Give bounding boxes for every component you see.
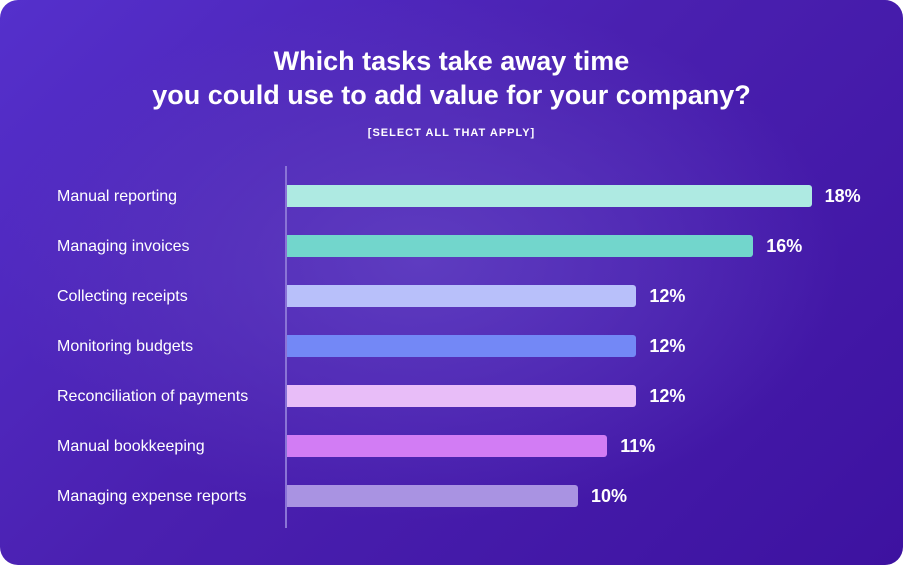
bar <box>287 485 578 507</box>
category-label: Manual bookkeeping <box>57 438 205 455</box>
category-label: Monitoring budgets <box>57 338 194 355</box>
value-label: 12% <box>649 286 686 306</box>
value-label: 18% <box>824 186 861 206</box>
category-label: Manual reporting <box>57 188 178 205</box>
value-label: 10% <box>591 486 628 506</box>
value-label: 16% <box>766 236 803 256</box>
bar <box>287 335 637 357</box>
y-axis-line <box>285 166 287 528</box>
chart-subtitle: [SELECT ALL THAT APPLY] <box>367 127 536 139</box>
chart-title: Which tasks take away time you could use… <box>0 44 903 112</box>
category-label: Collecting receipts <box>57 288 188 305</box>
category-label: Managing invoices <box>57 238 190 255</box>
chart-title-line-2: you could use to add value for your comp… <box>152 80 751 110</box>
chart-title-line-1: Which tasks take away time <box>273 46 630 76</box>
bar <box>287 235 754 257</box>
category-label: Managing expense reports <box>57 488 247 505</box>
value-label: 12% <box>649 336 686 356</box>
category-label: Reconciliation of payments <box>57 388 249 405</box>
value-label: 11% <box>620 436 656 456</box>
bar <box>287 385 637 407</box>
bar <box>287 285 637 307</box>
bar <box>287 185 812 207</box>
value-label: 12% <box>649 386 686 406</box>
bar <box>287 435 608 457</box>
